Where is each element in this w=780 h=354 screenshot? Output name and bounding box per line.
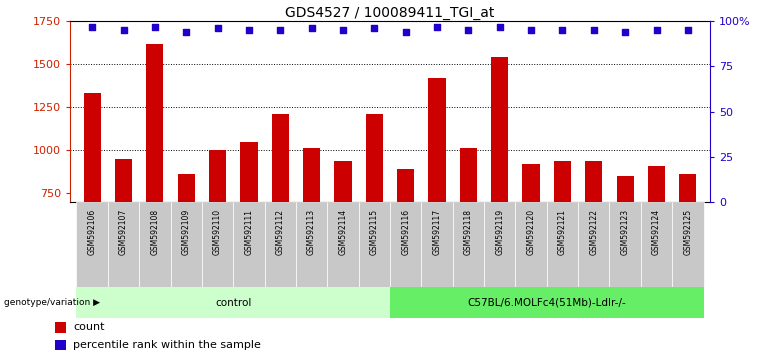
Bar [585, 160, 602, 202]
Text: control: control [215, 298, 251, 308]
Text: GSM592124: GSM592124 [652, 209, 661, 255]
Bar [296, 202, 328, 287]
Bar [547, 202, 578, 287]
Point [211, 25, 224, 31]
Text: GSM592108: GSM592108 [151, 209, 159, 255]
Point [243, 28, 255, 33]
Bar [672, 202, 704, 287]
Text: GSM592114: GSM592114 [339, 209, 347, 255]
Text: GSM592120: GSM592120 [526, 209, 536, 255]
Text: GSM592116: GSM592116 [401, 209, 410, 255]
Bar [484, 202, 516, 287]
Point [587, 28, 600, 33]
Text: GSM592110: GSM592110 [213, 209, 222, 255]
Bar [390, 287, 704, 318]
Text: GSM592121: GSM592121 [558, 209, 567, 255]
Bar [459, 148, 477, 202]
Text: GSM592125: GSM592125 [683, 209, 693, 255]
Point [399, 29, 412, 35]
Bar [171, 202, 202, 287]
Bar [264, 202, 296, 287]
Bar [139, 202, 171, 287]
Bar [76, 287, 390, 318]
Point [86, 24, 98, 29]
Text: GSM592117: GSM592117 [433, 209, 441, 255]
Bar [428, 78, 445, 202]
Bar [491, 57, 509, 202]
Bar [679, 174, 697, 202]
Text: genotype/variation ▶: genotype/variation ▶ [4, 298, 100, 307]
Bar [146, 44, 164, 202]
Bar [641, 202, 672, 287]
Point [149, 24, 161, 29]
Bar [616, 176, 634, 202]
Bar [233, 202, 264, 287]
Title: GDS4527 / 100089411_TGI_at: GDS4527 / 100089411_TGI_at [285, 6, 495, 20]
Point [431, 24, 443, 29]
Point [651, 28, 663, 33]
Bar [202, 202, 233, 287]
Bar [328, 202, 359, 287]
Bar [609, 202, 641, 287]
Text: GSM592109: GSM592109 [182, 209, 190, 255]
Text: GSM592122: GSM592122 [590, 209, 598, 255]
Text: GSM592107: GSM592107 [119, 209, 128, 255]
Bar [452, 202, 484, 287]
Bar [55, 322, 66, 333]
Point [306, 25, 318, 31]
Bar [55, 340, 66, 350]
Bar [390, 202, 421, 287]
Text: count: count [73, 322, 105, 332]
Bar [303, 148, 321, 202]
Bar [335, 160, 352, 202]
Point [619, 29, 631, 35]
Point [494, 24, 506, 29]
Bar [108, 202, 139, 287]
Point [180, 29, 193, 35]
Bar [271, 114, 289, 202]
Text: C57BL/6.MOLFc4(51Mb)-Ldlr-/-: C57BL/6.MOLFc4(51Mb)-Ldlr-/- [467, 298, 626, 308]
Text: GSM592119: GSM592119 [495, 209, 504, 255]
Point [337, 28, 349, 33]
Point [274, 28, 286, 33]
Bar [397, 169, 414, 202]
Bar [366, 114, 383, 202]
Point [525, 28, 537, 33]
Bar [209, 150, 226, 202]
Point [368, 25, 381, 31]
Text: GSM592113: GSM592113 [307, 209, 316, 255]
Text: GSM592112: GSM592112 [276, 209, 285, 255]
Bar [178, 174, 195, 202]
Bar [578, 202, 609, 287]
Bar [648, 166, 665, 202]
Point [556, 28, 569, 33]
Bar [240, 142, 257, 202]
Text: GSM592115: GSM592115 [370, 209, 379, 255]
Bar [421, 202, 452, 287]
Bar [115, 159, 132, 202]
Point [117, 28, 129, 33]
Bar [83, 93, 101, 202]
Text: GSM592106: GSM592106 [87, 209, 97, 255]
Text: GSM592118: GSM592118 [464, 209, 473, 255]
Text: percentile rank within the sample: percentile rank within the sample [73, 340, 261, 350]
Bar [554, 160, 571, 202]
Text: GSM592111: GSM592111 [244, 209, 254, 255]
Point [682, 28, 694, 33]
Text: GSM592123: GSM592123 [621, 209, 629, 255]
Bar [516, 202, 547, 287]
Bar [359, 202, 390, 287]
Bar [76, 202, 108, 287]
Bar [523, 164, 540, 202]
Point [462, 28, 474, 33]
